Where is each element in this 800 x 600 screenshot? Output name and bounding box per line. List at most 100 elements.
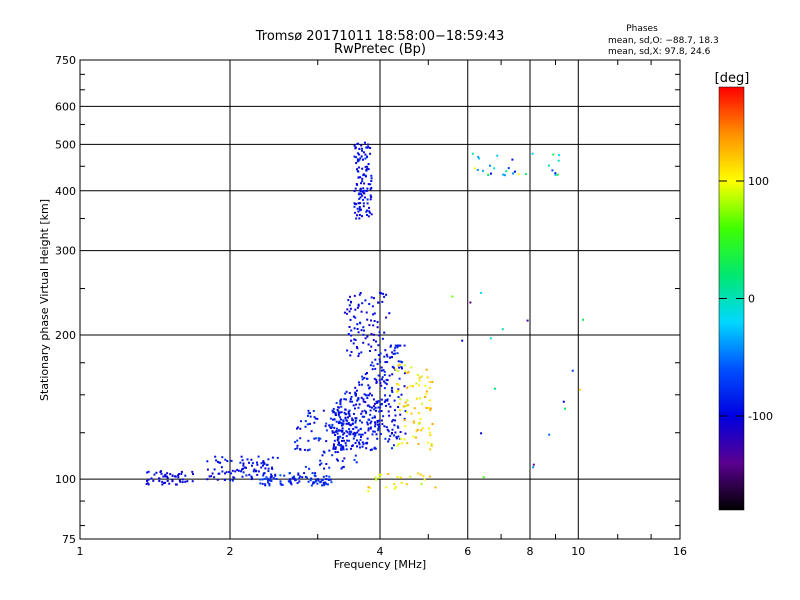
data-point — [313, 416, 316, 419]
data-point — [370, 213, 373, 216]
data-point — [392, 444, 395, 447]
data-point — [403, 344, 406, 347]
data-point — [146, 482, 149, 485]
data-point — [288, 478, 291, 481]
data-point — [571, 369, 574, 372]
data-point — [262, 461, 265, 464]
data-point — [397, 384, 400, 387]
data-point — [362, 333, 365, 336]
data-point — [349, 400, 352, 403]
data-point — [283, 474, 286, 477]
data-point — [339, 416, 342, 419]
data-point — [180, 472, 183, 475]
data-point — [397, 396, 400, 398]
data-point — [321, 479, 323, 482]
data-point — [307, 409, 310, 412]
data-point — [297, 473, 300, 476]
data-point — [239, 461, 242, 464]
data-point — [377, 429, 380, 432]
data-point — [415, 382, 418, 385]
data-point — [296, 447, 299, 450]
data-point — [480, 432, 483, 435]
data-point — [398, 402, 401, 405]
data-point — [354, 203, 356, 205]
data-point — [337, 440, 340, 443]
data-point — [322, 409, 325, 412]
data-point — [267, 470, 270, 473]
data-point — [256, 473, 259, 476]
data-point — [396, 382, 399, 385]
data-point — [428, 431, 431, 434]
data-point — [379, 433, 382, 435]
y-tick-label: 200 — [55, 329, 76, 342]
data-point — [451, 295, 454, 298]
data-point — [372, 364, 375, 367]
data-point — [343, 311, 346, 314]
data-point — [349, 318, 352, 321]
data-point — [389, 345, 392, 348]
data-point — [225, 471, 228, 474]
data-point — [357, 176, 360, 179]
data-point — [369, 350, 371, 352]
colorbar-tick-label: 0 — [748, 293, 755, 306]
data-point — [362, 443, 365, 446]
data-point — [394, 409, 396, 412]
data-point — [387, 410, 390, 413]
data-point — [395, 436, 398, 439]
data-point — [213, 476, 216, 479]
data-point — [342, 420, 345, 423]
data-point — [367, 343, 370, 346]
data-point — [324, 425, 327, 428]
data-point — [354, 339, 357, 341]
data-point — [208, 475, 211, 478]
data-point — [405, 483, 408, 486]
data-point — [394, 419, 397, 422]
axes: 1 2 4 6 8 10 16 75 100 200 300 400 500 600 750 — [55, 54, 687, 558]
data-point — [353, 190, 356, 193]
data-point — [354, 426, 357, 429]
data-point — [145, 482, 148, 485]
data-point — [364, 165, 367, 168]
data-point — [382, 369, 385, 372]
data-point — [404, 370, 407, 373]
data-point — [380, 410, 383, 412]
data-point — [364, 157, 367, 160]
data-point — [248, 473, 251, 476]
data-point — [361, 415, 364, 418]
data-point — [372, 398, 375, 401]
data-point — [425, 390, 428, 393]
data-point — [364, 141, 366, 144]
data-point — [344, 408, 347, 411]
data-point — [359, 209, 362, 212]
data-point — [368, 210, 371, 213]
data-point — [352, 342, 355, 345]
data-point — [353, 205, 356, 208]
data-point — [155, 471, 158, 474]
data-point — [334, 430, 337, 433]
data-point — [361, 421, 363, 424]
data-point — [206, 460, 209, 463]
data-point — [361, 180, 364, 183]
data-point — [164, 473, 167, 476]
data-point — [346, 431, 349, 434]
data-point — [325, 440, 328, 443]
data-point — [357, 331, 360, 334]
x-tick-label: 4 — [377, 545, 384, 558]
data-point — [158, 480, 161, 482]
x-tick-label: 6 — [464, 545, 471, 558]
data-point — [354, 308, 357, 311]
data-point — [346, 419, 349, 422]
data-point — [374, 423, 377, 426]
data-point — [323, 484, 326, 487]
data-point — [298, 480, 301, 483]
data-point — [314, 417, 317, 420]
data-point — [429, 448, 432, 451]
data-point — [378, 334, 381, 337]
data-point — [362, 191, 365, 193]
data-point — [274, 473, 277, 476]
data-point — [402, 405, 405, 408]
data-point — [339, 418, 342, 421]
y-tick-label: 100 — [55, 473, 76, 486]
data-point — [252, 470, 255, 473]
data-point — [262, 474, 265, 477]
